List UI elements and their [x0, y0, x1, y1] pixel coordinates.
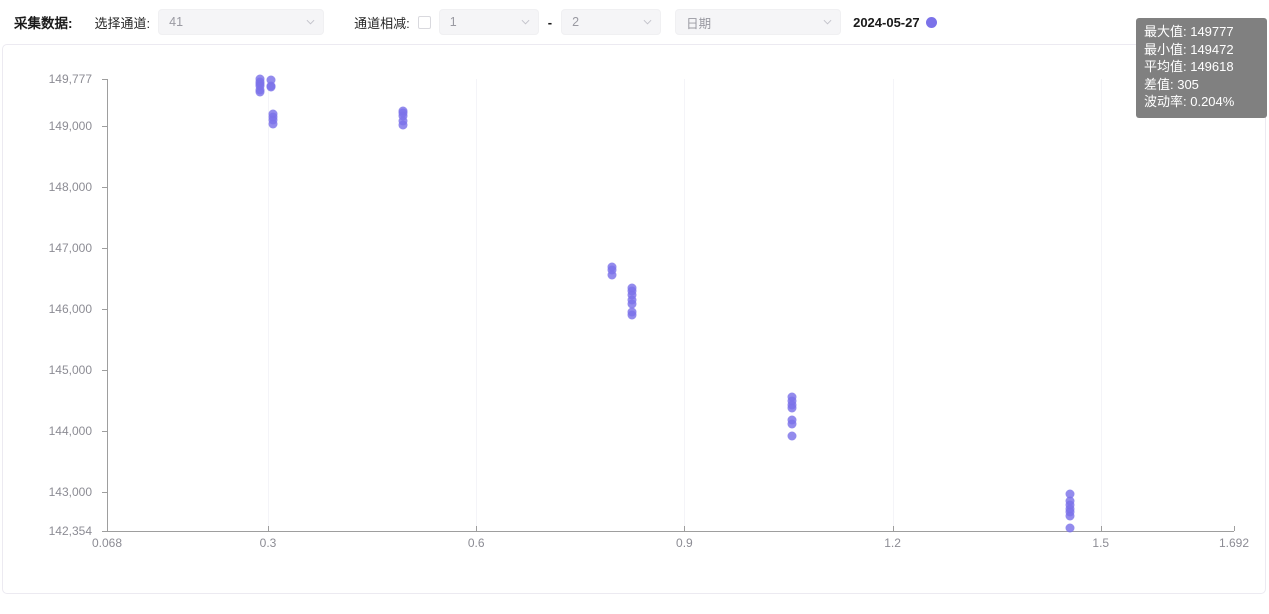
scatter-point[interactable]	[1065, 523, 1075, 533]
y-tick-label: 147,000	[48, 241, 92, 256]
x-tick-mark	[1100, 526, 1102, 531]
x-tick-mark	[107, 526, 108, 531]
scatter-point[interactable]	[607, 270, 616, 280]
x-tick-mark	[1234, 526, 1235, 531]
date-select[interactable]: 日期	[675, 9, 842, 35]
scatter-point[interactable]	[1065, 511, 1075, 521]
scatter-point[interactable]	[266, 82, 276, 92]
scatter-point[interactable]	[607, 265, 616, 275]
chart-card: 142,354 143,000 144,000 145,000 146,000 147,0…	[2, 44, 1266, 594]
y-tick-mark	[102, 430, 107, 432]
gridline-vertical	[684, 79, 686, 531]
y-tick-label: 146,000	[48, 301, 92, 316]
gridline-vertical	[268, 79, 269, 531]
x-tick-label: 1.2	[884, 536, 901, 550]
scatter-point[interactable]	[787, 431, 797, 441]
x-tick-mark	[268, 526, 269, 531]
x-tick-label: 0.6	[467, 536, 485, 550]
gridline-vertical	[892, 79, 894, 531]
chevron-down-icon	[823, 18, 832, 27]
gridline-vertical	[1100, 79, 1102, 531]
y-tick-label: 149,000	[48, 119, 92, 134]
channel-subtract-label: 通道相减:	[354, 15, 410, 31]
legend-date-label: 2024-05-27	[853, 14, 920, 30]
channel-select-label: 选择通道:	[94, 15, 151, 31]
x-tick-label: 1.5	[1092, 536, 1110, 550]
scatter-point[interactable]	[627, 310, 637, 320]
scatter-point[interactable]	[266, 75, 276, 85]
stat-fluctuation: 波动率: 0.204%	[1144, 94, 1235, 109]
scatter-plot[interactable]: 142,354 143,000 144,000 145,000 146,000 147,0…	[3, 45, 1267, 595]
channel-select[interactable]: 41	[158, 9, 325, 35]
y-tick-label: 145,000	[48, 362, 92, 377]
y-tick-mark	[102, 308, 107, 310]
y-tick-mark	[102, 491, 107, 493]
subtract-channel-a-select[interactable]: 1	[438, 9, 539, 35]
x-axis-line	[107, 531, 1234, 532]
y-tick-label: 143,000	[48, 484, 92, 499]
subtract-channel-a-value: 1	[449, 15, 457, 29]
x-tick-mark	[892, 526, 894, 531]
y-tick-label: 149,777	[48, 72, 92, 86]
stat-max: 最大值: 149777	[1144, 24, 1234, 39]
channel-select-value: 41	[169, 15, 184, 29]
page-title: 采集数据:	[14, 16, 73, 31]
date-select-placeholder: 日期	[686, 16, 712, 31]
scatter-point[interactable]	[1065, 489, 1075, 499]
x-tick-label: 1.692	[1218, 536, 1250, 550]
subtract-channel-b-value: 2	[572, 15, 580, 29]
scatter-point[interactable]	[787, 403, 797, 413]
scatter-point[interactable]	[627, 299, 637, 308]
chevron-down-icon	[643, 18, 652, 27]
x-tick-mark	[684, 526, 686, 531]
scatter-point[interactable]	[398, 120, 408, 130]
subtract-separator: -	[547, 14, 553, 30]
y-tick-mark	[102, 79, 107, 80]
y-tick-mark	[102, 187, 107, 189]
scatter-point[interactable]	[787, 419, 797, 429]
stat-diff: 差值: 305	[1144, 76, 1199, 92]
statistics-tooltip: 最大值: 149777 最小值: 149472 平均值: 149618 差值: …	[1136, 18, 1267, 118]
x-tick-label: 0.068	[91, 536, 123, 550]
stat-avg: 平均值: 149618	[1144, 59, 1234, 74]
chevron-down-icon	[306, 18, 315, 27]
y-tick-mark	[102, 531, 107, 532]
x-tick-label: 0.9	[676, 536, 693, 550]
y-tick-mark	[102, 369, 107, 371]
scatter-point[interactable]	[268, 119, 278, 129]
y-axis-line	[107, 79, 108, 531]
stat-min: 最小值: 149472	[1144, 41, 1234, 57]
scatter-point[interactable]	[627, 290, 637, 300]
chevron-down-icon	[521, 18, 530, 27]
y-tick-label: 144,000	[48, 423, 92, 438]
legend-series-dot[interactable]	[925, 16, 937, 28]
x-tick-label: 0.3	[259, 536, 277, 550]
y-tick-mark	[102, 248, 107, 250]
x-tick-mark	[476, 526, 478, 531]
subtract-channel-b-select[interactable]: 2	[561, 9, 662, 35]
gridline-vertical	[476, 79, 478, 531]
channel-subtract-checkbox[interactable]	[417, 15, 431, 29]
y-tick-mark	[102, 126, 107, 128]
y-tick-label: 148,000	[48, 180, 92, 195]
y-tick-label: 142,354	[48, 524, 92, 538]
scatter-point[interactable]	[398, 111, 408, 121]
scatter-point[interactable]	[255, 87, 265, 97]
toolbar: 采集数据: 选择通道: 41 通道相减: 1 - 2 日期	[0, 0, 1269, 44]
